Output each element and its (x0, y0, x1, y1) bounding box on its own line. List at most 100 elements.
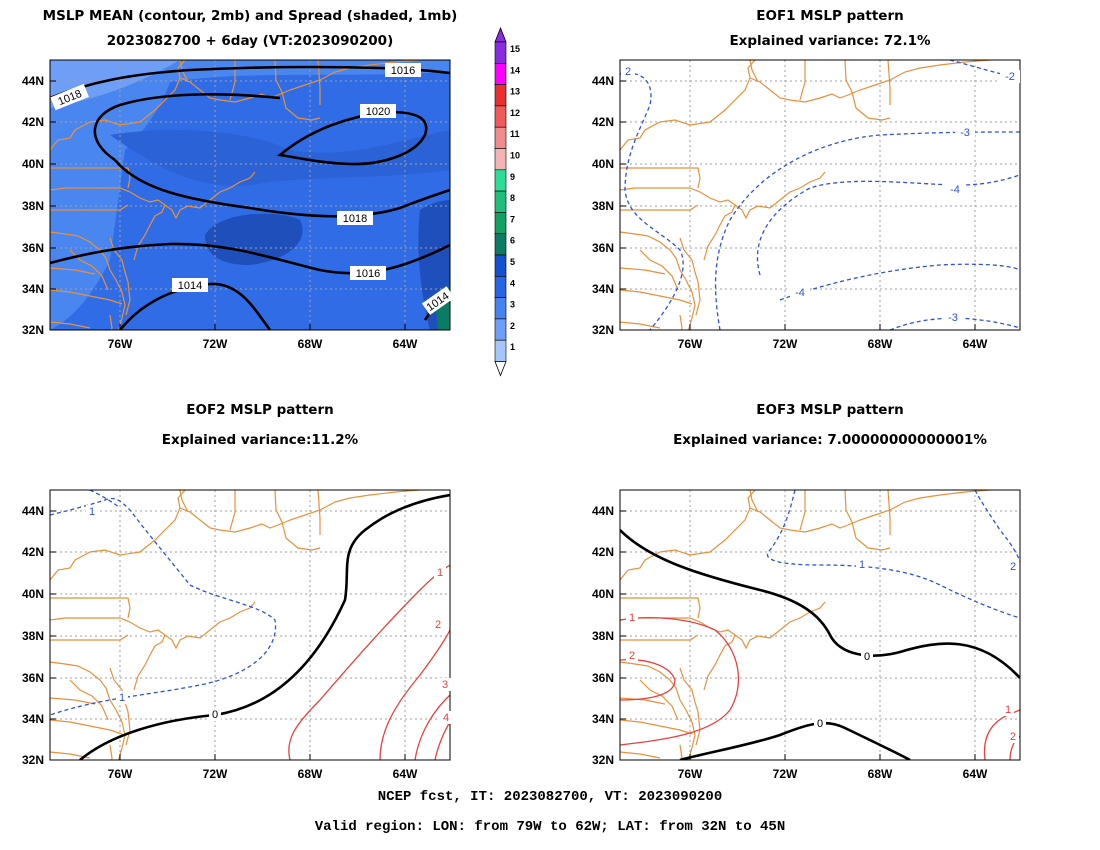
eof3-zero-contours (620, 529, 1020, 760)
spread-shading-dark-centre (205, 213, 303, 265)
colorbar-swatch (494, 41, 507, 64)
colorbar-level-label: 6 (510, 236, 515, 246)
colorbar-level-label: 11 (510, 129, 520, 139)
lat-tick-label: 34N (592, 712, 614, 726)
lon-tick-label: 72W (773, 337, 798, 351)
lat-tick-label: 40N (22, 587, 44, 601)
colorbar-swatch (494, 297, 507, 320)
panel1-map: 1018 1016 1020 1018 1016 1014 1014 (49, 59, 455, 331)
panel1-subtitle: 2023082700 + 6day (VT:2023090200) (106, 33, 394, 49)
colorbar-level-label: 12 (510, 108, 520, 118)
contour-label: 2 (625, 66, 631, 78)
lat-tick-label: 32N (592, 323, 614, 337)
colorbar-swatch (494, 339, 507, 362)
panel3-frame (49, 489, 451, 761)
colorbar-swatch (494, 84, 507, 107)
panel2-map: 2 -2 -3 -4 -4 -3 (619, 59, 1021, 331)
lat-tick-label: 40N (22, 157, 44, 171)
lat-tick-label: 40N (592, 587, 614, 601)
eof3-positive-contours (620, 617, 1020, 760)
colorbar-level-label: 15 (510, 44, 520, 54)
colorbar-level-label: 9 (510, 172, 515, 182)
axis-labels: 76W 72W 68W 64W 44N 42N 40N 38N 36N 34N … (22, 74, 988, 781)
lon-tick-label: 76W (108, 337, 133, 351)
contour-label: -2 (1005, 71, 1015, 83)
lon-tick-label: 68W (298, 767, 323, 781)
panel3-map: 1 1 0 1 2 3 4 (49, 489, 452, 761)
lat-tick-label: 32N (22, 753, 44, 767)
panel3-subtitle: Explained variance:11.2% (161, 432, 359, 448)
lat-tick-label: 36N (22, 241, 44, 255)
colorbar-level-label: 1 (510, 342, 515, 352)
lat-tick-label: 42N (22, 115, 44, 129)
contour-label: 4 (443, 712, 449, 724)
contour-label: 1 (1005, 704, 1011, 716)
lon-tick-label: 64W (963, 767, 988, 781)
contour-label: 2 (629, 650, 635, 662)
colorbar-swatch (494, 105, 507, 128)
colorbar-level-label: 4 (510, 278, 515, 288)
panel4-frame (619, 489, 1021, 761)
lon-tick-label: 76W (678, 767, 703, 781)
contour-label: 1014 (178, 280, 202, 292)
colorbar-swatch (494, 275, 507, 298)
contour-label: 2 (435, 619, 441, 631)
panel3-contour-labels: 1 1 0 1 2 3 4 (86, 505, 452, 724)
panel2-contour-labels: 2 -2 -3 -4 -4 -3 (621, 65, 1020, 324)
lon-tick-label: 76W (108, 767, 133, 781)
lon-tick-label: 68W (298, 337, 323, 351)
footer-line-1: NCEP fcst, IT: 2023082700, VT: 202309020… (377, 789, 723, 805)
colorbar-top-arrow (494, 26, 507, 43)
contour-label: 1020 (366, 106, 390, 118)
contour-label: 2 (1010, 731, 1016, 743)
contour-label: 0 (817, 718, 823, 730)
eof2-negative-contours (50, 490, 277, 716)
lon-tick-label: 72W (773, 767, 798, 781)
colorbar-swatch (494, 148, 507, 171)
contour-label: 1 (629, 612, 635, 624)
lon-tick-label: 64W (963, 337, 988, 351)
lat-tick-label: 38N (22, 199, 44, 213)
colorbar-swatch (494, 318, 507, 341)
spread-shading-mid (110, 130, 450, 186)
contour-label: 1016 (391, 65, 415, 77)
panel4-contour-labels: 1 2 1 0 0 1 2 2 (626, 558, 1019, 743)
contour-label: 1 (119, 692, 125, 704)
lon-tick-label: 72W (203, 767, 228, 781)
spread-shading-light-west (50, 82, 170, 235)
contour-label: -4 (795, 287, 805, 299)
lat-tick-label: 32N (592, 753, 614, 767)
panel1-frame (49, 59, 451, 331)
lat-tick-label: 36N (592, 241, 614, 255)
lat-tick-label: 34N (22, 282, 44, 296)
colorbar-level-label: 3 (510, 300, 515, 310)
colorbar-level-label: 5 (510, 257, 515, 267)
colorbar-level-label: 2 (510, 321, 515, 331)
contour-label: 1016 (356, 268, 380, 280)
panel3-title: EOF2 MSLP pattern (186, 402, 334, 418)
colorbar-level-label: 7 (510, 214, 515, 224)
colorbar-swatch (494, 233, 507, 256)
lat-tick-label: 34N (592, 282, 614, 296)
lat-tick-label: 36N (22, 671, 44, 685)
colorbar-swatch (494, 62, 507, 85)
lat-tick-label: 38N (592, 629, 614, 643)
panel4-subtitle: Explained variance: 7.00000000000001% (673, 432, 987, 448)
panel2-frame (619, 59, 1021, 331)
eof3-negative-contours (767, 490, 1020, 619)
colorbar-level-label: 13 (510, 87, 520, 97)
lat-tick-label: 32N (22, 323, 44, 337)
panel2-title: EOF1 MSLP pattern (756, 8, 904, 24)
spread-shading-light-north (50, 60, 450, 140)
spread-shading-light-sw (50, 150, 125, 330)
colorbar-level-label: 14 (510, 65, 520, 75)
lat-tick-label: 42N (22, 545, 44, 559)
lat-tick-label: 44N (592, 504, 614, 518)
contour-label: 1 (89, 506, 95, 518)
lon-tick-label: 76W (678, 337, 703, 351)
lat-tick-label: 38N (592, 199, 614, 213)
eof2-zero-contour (79, 493, 450, 760)
panel4-map: 1 2 1 0 0 1 2 2 (619, 489, 1021, 761)
lat-tick-label: 42N (592, 115, 614, 129)
